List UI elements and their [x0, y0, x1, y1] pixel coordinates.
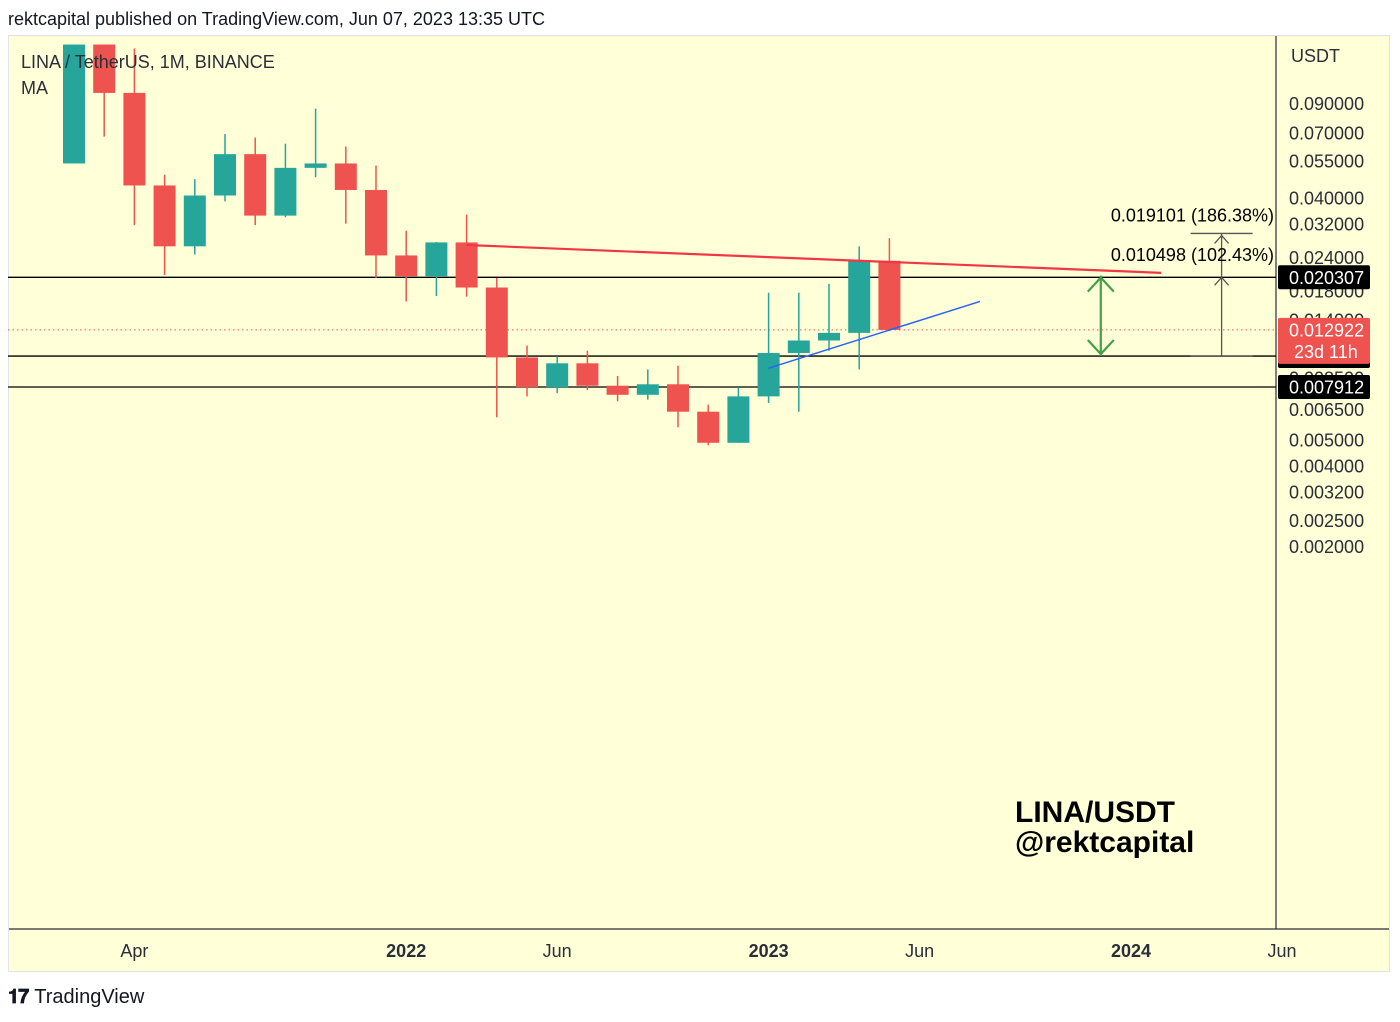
last-price-badge	[1278, 317, 1370, 364]
candle-body	[214, 154, 236, 196]
chart-container[interactable]: 0.019101 (186.38%) 0.010498 (102.43%) 0.0…	[8, 35, 1390, 972]
candle-body	[848, 260, 871, 333]
price-tick-label: 0.055000	[1289, 151, 1364, 171]
price-unit-label: USDT	[1291, 46, 1340, 66]
footer: 𝟏𝟕 TradingView	[8, 986, 144, 1009]
footer-brand: TradingView	[34, 986, 145, 1008]
level-price-badge	[1278, 265, 1370, 290]
indicator-legend: MA	[21, 78, 48, 98]
time-tick-label: Jun	[543, 941, 572, 961]
candle-body	[606, 385, 629, 395]
time-tick-label: 2024	[1111, 941, 1151, 961]
candle-body	[516, 357, 538, 388]
candle-body	[153, 185, 176, 247]
candle-body	[395, 255, 418, 277]
measure-annotation: 0.010498 (102.43%)	[1111, 245, 1274, 265]
candle-body	[636, 384, 659, 395]
symbol-legend: LINA / TetherUS, 1M, BINANCE	[21, 52, 275, 72]
candle-body	[183, 195, 206, 247]
level-price-label: 0.007912	[1289, 378, 1364, 398]
candle-body	[455, 242, 478, 288]
price-tick-label: 0.090000	[1289, 94, 1364, 114]
candle-body	[787, 340, 810, 353]
time-axis-background	[8, 929, 1390, 972]
measure-annotation: 0.019101 (186.38%)	[1111, 206, 1274, 226]
candle-body	[878, 260, 901, 330]
price-tick-label: 0.006500	[1289, 400, 1364, 420]
candle-body	[63, 44, 85, 164]
candle-body	[365, 189, 387, 256]
chart-frame	[8, 35, 1390, 972]
price-tick-label: 0.024000	[1289, 248, 1364, 268]
candle-body	[757, 352, 780, 397]
last-price-label: 0.012922	[1289, 320, 1364, 340]
watermark-pair: LINA/USDT	[1015, 796, 1175, 829]
candle-body	[697, 411, 720, 443]
candle-body	[123, 92, 146, 186]
green-arrow-up-icon	[1086, 276, 1115, 293]
time-tick-label: 2023	[749, 941, 789, 961]
candle-body	[727, 396, 750, 443]
candle-body	[576, 363, 599, 386]
price-tick-label: 0.032000	[1289, 214, 1364, 234]
time-tick-label: 2022	[386, 941, 426, 961]
tradingview-logo-icon: 𝟏𝟕	[8, 986, 29, 1008]
gray-arrow-mid-icon	[1214, 276, 1230, 286]
candle-body	[274, 167, 297, 216]
price-tick-label: 0.003200	[1289, 482, 1364, 502]
candle-body	[425, 242, 448, 277]
candle-body	[334, 163, 357, 190]
candle-body	[244, 154, 267, 216]
time-tick-label: Jun	[1267, 941, 1296, 961]
plot-background	[8, 35, 1276, 929]
level-price-badge	[1278, 375, 1370, 400]
watermark-author: @rektcapital	[1015, 826, 1194, 859]
candle-body	[818, 332, 840, 341]
candlestick-chart[interactable]: 0.019101 (186.38%) 0.010498 (102.43%) 0.0…	[8, 35, 1390, 972]
bar-countdown-label: 23d 11h	[1294, 342, 1358, 362]
candle-body	[93, 44, 116, 93]
gray-arrow-top-icon	[1214, 234, 1230, 244]
candle-body	[546, 363, 569, 388]
candle-body	[304, 163, 327, 168]
price-tick-label: 0.005000	[1289, 430, 1364, 450]
time-tick-label: Apr	[120, 941, 148, 961]
green-arrow-down-icon	[1086, 339, 1115, 356]
publish-header: rektcapital published on TradingView.com…	[8, 9, 545, 29]
price-axis-background	[1276, 35, 1390, 929]
price-tick-label: 0.002000	[1289, 537, 1364, 557]
candle-body	[667, 384, 689, 412]
price-tick-label: 0.070000	[1289, 123, 1364, 143]
level-price-label: 0.020307	[1289, 268, 1364, 288]
price-tick-label: 0.004000	[1289, 456, 1364, 476]
candle-body	[485, 287, 508, 358]
price-tick-label: 0.040000	[1289, 188, 1364, 208]
rising-trendline	[768, 300, 981, 369]
price-tick-label: 0.002500	[1289, 511, 1364, 531]
time-tick-label: Jun	[905, 941, 934, 961]
resistance-trendline	[466, 243, 1162, 274]
